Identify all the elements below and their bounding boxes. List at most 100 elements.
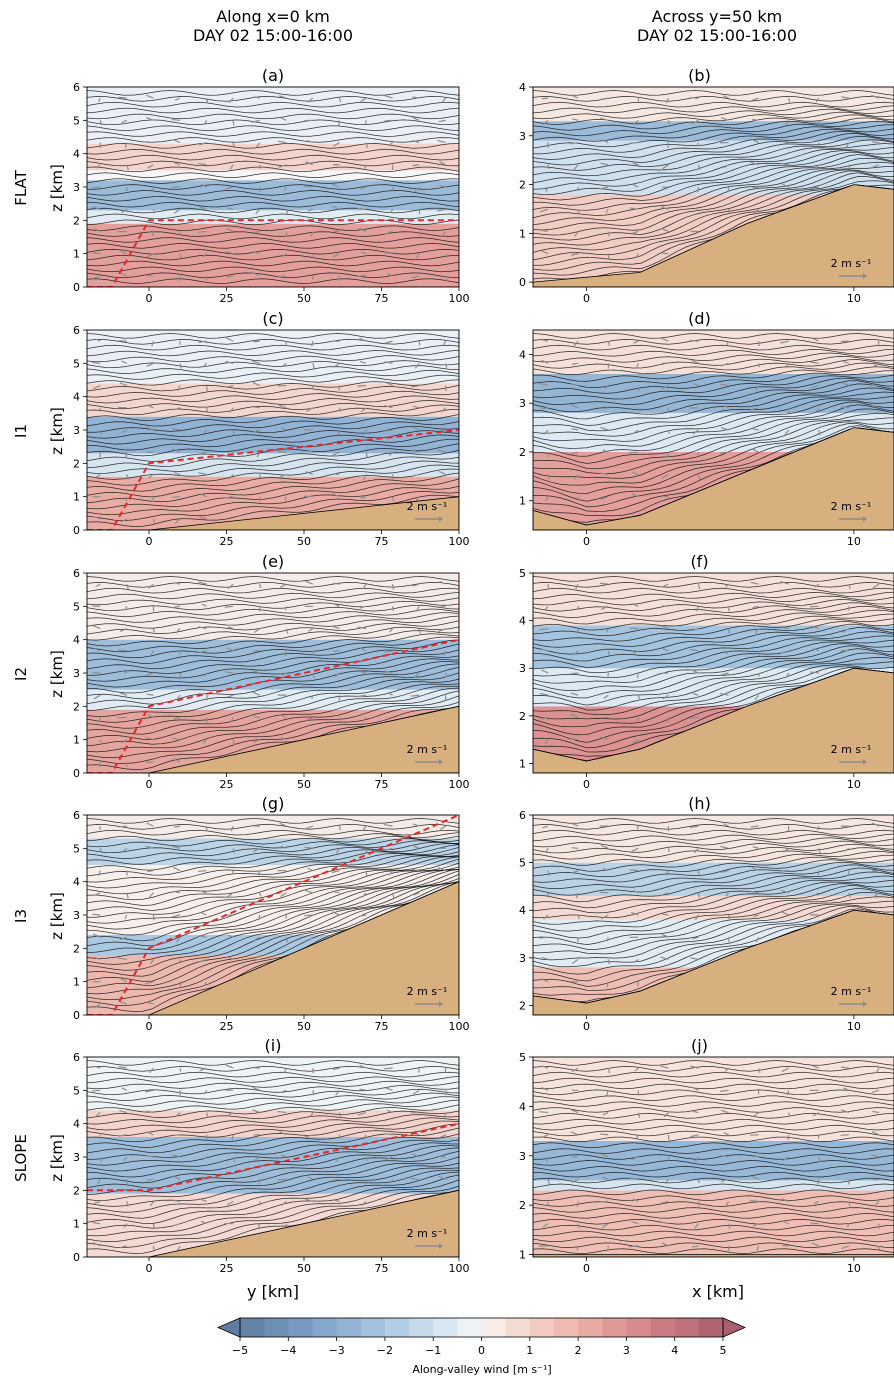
colorbar-tick-label: 0 xyxy=(478,1344,485,1357)
wind-vector xyxy=(92,913,101,916)
wind-vector xyxy=(607,1067,611,1074)
wind-vector xyxy=(252,1086,260,1091)
wind-vector xyxy=(690,1065,699,1069)
wind-vector xyxy=(231,1134,234,1140)
wind-vector xyxy=(280,845,287,849)
wind-vector xyxy=(363,474,367,480)
wind-vector xyxy=(120,978,128,983)
wind-vector xyxy=(875,1067,880,1074)
isentrope-line xyxy=(87,576,459,582)
plot-area xyxy=(87,573,459,773)
y-tick-label: 5 xyxy=(73,357,80,370)
isentrope-line xyxy=(87,96,459,102)
isentrope-line xyxy=(533,1060,894,1066)
isentrope-line xyxy=(87,881,459,971)
wind-vector xyxy=(205,407,209,414)
isentrope-line xyxy=(533,124,894,149)
wind-vector xyxy=(812,1112,820,1117)
wind-vector xyxy=(547,584,550,589)
isentrope-line xyxy=(533,582,894,588)
wind-vector xyxy=(872,1110,880,1114)
wind-vector xyxy=(95,164,101,169)
y-tick-label: 0 xyxy=(73,524,80,537)
y-tick-label: 2 xyxy=(519,446,526,459)
isentrope-line xyxy=(533,661,894,715)
x-tick-label: 100 xyxy=(449,535,470,548)
isentrope-line xyxy=(533,1213,894,1219)
wind-vector xyxy=(848,1201,851,1207)
wind-vector xyxy=(125,496,128,502)
wind-vector xyxy=(257,1223,261,1229)
wind-vector xyxy=(720,845,729,849)
wind-vector xyxy=(723,823,729,827)
isentrope-line xyxy=(533,395,894,437)
wind-vector xyxy=(727,1223,731,1229)
wind-vector xyxy=(172,845,181,849)
wind-vector xyxy=(118,1134,127,1137)
wind-vector xyxy=(785,672,790,679)
wind-vector xyxy=(284,650,287,656)
wind-vector xyxy=(172,496,181,499)
wind-vector xyxy=(172,138,181,144)
wind-vector xyxy=(758,1067,761,1074)
wind-vector xyxy=(384,429,393,432)
wind-vector xyxy=(253,936,261,942)
isentrope-line xyxy=(533,840,894,854)
wind-vector xyxy=(633,958,639,964)
wind-vector xyxy=(226,275,234,278)
wind-vector xyxy=(571,738,579,741)
wind-vector xyxy=(438,1175,446,1180)
wind-vector xyxy=(357,626,367,630)
wind-vector xyxy=(690,1134,699,1138)
wind-vector xyxy=(201,912,207,916)
wind-vector xyxy=(307,1176,314,1180)
colorbar-segment xyxy=(698,1318,724,1337)
isentrope-line xyxy=(87,592,459,600)
wind-vector xyxy=(279,822,287,827)
wind-vector xyxy=(818,142,821,148)
wind-vector xyxy=(92,515,101,520)
isentrope-line xyxy=(533,1154,894,1160)
wind-vector xyxy=(176,1245,181,1252)
wind-vector xyxy=(121,429,128,434)
isentrope-line xyxy=(87,1189,459,1248)
wind-vector xyxy=(198,958,207,963)
wind-vector xyxy=(312,672,315,679)
wind-vector xyxy=(719,1089,729,1092)
isentrope-line xyxy=(533,833,894,842)
x-tick-label: 0 xyxy=(146,778,153,791)
isentrope-line xyxy=(533,635,894,674)
wind-vector xyxy=(198,472,207,476)
isentrope-line xyxy=(87,491,459,521)
wind-vector xyxy=(411,1153,420,1158)
wind-vector xyxy=(385,1156,393,1161)
colorbar-segment xyxy=(650,1318,676,1337)
isentrope-line xyxy=(533,101,894,108)
wind-vector xyxy=(576,1201,579,1207)
wind-vector xyxy=(338,717,341,722)
isentrope-line xyxy=(87,630,459,653)
axes-frame xyxy=(532,86,894,288)
wind-vector xyxy=(94,1112,101,1118)
isentrope-line xyxy=(87,1096,459,1113)
isentrope-line xyxy=(87,582,459,588)
wind-vector xyxy=(693,208,699,213)
wind-vector xyxy=(758,341,760,347)
wind-vector xyxy=(152,937,155,942)
isentrope-line xyxy=(533,135,894,171)
wind-vector xyxy=(224,250,234,255)
wind-vector xyxy=(753,208,760,214)
wind-vector xyxy=(661,337,669,342)
wind-vector xyxy=(198,451,207,455)
wind-vector xyxy=(720,117,729,121)
wind-vector xyxy=(539,627,549,631)
wind-scale-label: 2 m s⁻¹ xyxy=(407,1227,448,1240)
wind-vector xyxy=(251,360,260,364)
wind-vector xyxy=(442,340,447,346)
wind-vector xyxy=(388,142,393,147)
wind-vector xyxy=(198,889,207,894)
wind-vector xyxy=(632,739,639,744)
isentrope-line xyxy=(533,645,894,691)
wind-vector xyxy=(147,384,154,387)
wind-vector xyxy=(573,340,579,347)
